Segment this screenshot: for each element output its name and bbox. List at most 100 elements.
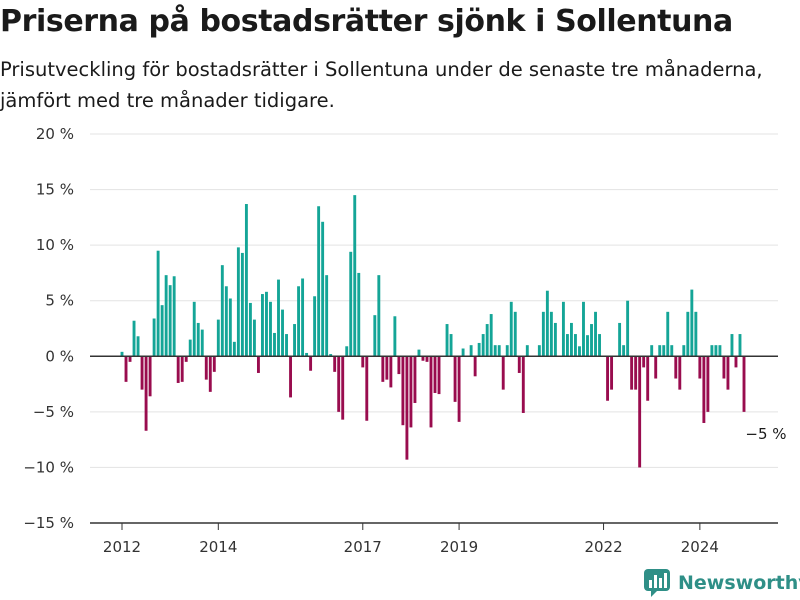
bar <box>261 294 264 357</box>
bar <box>337 356 341 412</box>
bar <box>658 345 662 357</box>
bar <box>578 346 581 357</box>
bar <box>136 336 140 357</box>
y-tick-label: −10 % <box>23 458 74 476</box>
bar <box>160 305 164 357</box>
bar <box>726 356 730 390</box>
bar <box>646 356 650 401</box>
bar <box>357 272 361 357</box>
bar <box>682 345 686 357</box>
x-axis: 2012 2014 2017 2019 2022 2024 <box>90 355 778 556</box>
bar <box>561 301 565 357</box>
bar <box>216 319 220 357</box>
bar <box>345 346 349 357</box>
bar <box>248 302 252 357</box>
bar <box>493 345 497 357</box>
bar <box>176 356 180 383</box>
bar <box>461 348 465 357</box>
bar <box>188 339 192 357</box>
y-tick-label: 20 % <box>36 125 74 143</box>
bar <box>565 334 569 357</box>
x-tick-label: 2019 <box>440 538 478 556</box>
bar <box>397 356 401 375</box>
bar <box>244 204 248 357</box>
y-tick-label: −15 % <box>23 514 74 532</box>
bar <box>457 356 461 422</box>
bar <box>714 345 718 357</box>
bar <box>738 334 742 357</box>
y-tick-label: −5 % <box>33 403 74 421</box>
bar <box>269 301 272 357</box>
bar <box>662 345 666 357</box>
bar <box>341 356 345 420</box>
bar <box>204 356 208 380</box>
bar <box>590 324 593 357</box>
bar <box>421 356 425 361</box>
bar <box>549 311 553 357</box>
bar <box>433 356 437 393</box>
bar <box>742 356 746 412</box>
bar <box>301 278 305 357</box>
bar <box>192 301 196 357</box>
bar <box>309 356 313 371</box>
bar <box>385 356 389 380</box>
bar <box>626 300 630 357</box>
bar <box>401 356 405 426</box>
bar <box>702 356 706 423</box>
bar <box>670 345 674 357</box>
bar <box>710 345 714 357</box>
y-tick-label: 15 % <box>36 181 74 199</box>
bar <box>148 356 152 397</box>
bar <box>140 356 144 390</box>
bar <box>429 356 433 428</box>
bar <box>698 356 702 379</box>
bar <box>594 311 597 357</box>
bar <box>722 356 726 379</box>
bar <box>678 356 682 390</box>
bar <box>196 322 200 357</box>
bar <box>485 324 489 357</box>
x-tick-label: 2024 <box>681 538 719 556</box>
bar <box>545 290 549 357</box>
bar <box>505 345 509 357</box>
bar <box>200 329 204 357</box>
bar <box>706 356 710 412</box>
bar <box>541 311 545 357</box>
bar <box>582 301 585 357</box>
newsworthy-brand[interactable]: Newsworthy <box>644 569 800 597</box>
bar <box>497 345 501 357</box>
y-axis-ticks: −15 % −10 % −5 % 0 % 5 % 10 % 15 % 20 % <box>23 125 74 532</box>
bar <box>610 356 614 390</box>
bar <box>252 319 256 357</box>
bar <box>373 315 377 357</box>
bar <box>413 356 417 403</box>
bar <box>212 356 216 372</box>
bar <box>473 356 477 377</box>
bar <box>172 276 176 357</box>
bar <box>329 354 333 357</box>
brand-name: Newsworthy <box>678 572 800 594</box>
newsworthy-logo-icon <box>644 569 670 597</box>
y-tick-label: 5 % <box>45 292 74 310</box>
bar <box>289 356 292 398</box>
bar <box>293 324 296 357</box>
bar <box>630 356 634 390</box>
bar <box>273 332 276 357</box>
bar <box>168 285 172 357</box>
bar <box>449 334 453 357</box>
bar <box>409 356 413 428</box>
bar <box>501 356 505 390</box>
y-tick-label: 10 % <box>36 236 74 254</box>
y-tick-label: 0 % <box>45 347 74 365</box>
bar <box>325 275 329 357</box>
bar <box>365 356 369 421</box>
bar <box>666 311 670 357</box>
bar <box>232 341 236 357</box>
bar <box>453 356 457 402</box>
bar <box>570 322 573 357</box>
bar <box>236 247 240 357</box>
bar <box>730 334 734 357</box>
bar <box>586 335 589 357</box>
bar <box>517 356 521 373</box>
bar <box>618 322 622 357</box>
